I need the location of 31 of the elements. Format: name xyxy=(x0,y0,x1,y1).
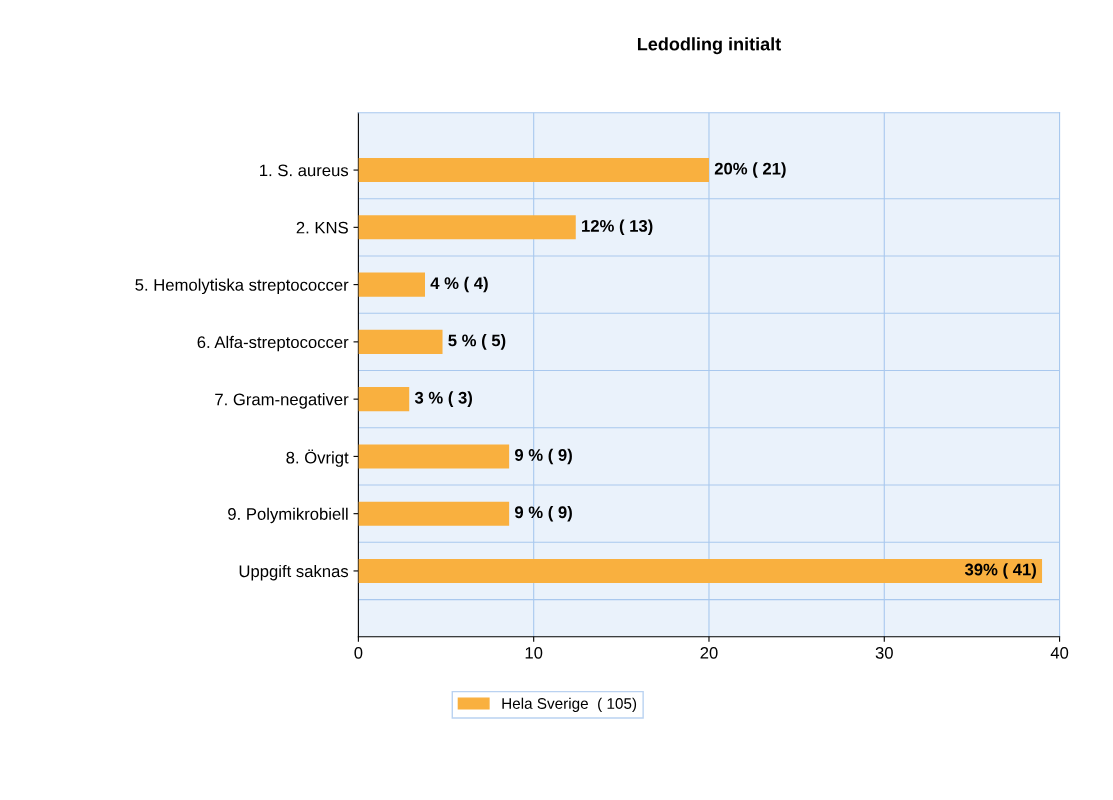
legend-label: Hela Sverige ( 105) xyxy=(502,697,637,712)
y-tick-label: 8. Övrigt xyxy=(286,449,349,467)
y-tick-label: 7. Gram-negativer xyxy=(215,393,349,409)
bar xyxy=(358,558,1043,583)
x-tick-label: 30 xyxy=(875,646,893,659)
bar xyxy=(358,272,425,297)
data-label: 4 % ( 4) xyxy=(430,276,488,293)
data-label: 3 % ( 3) xyxy=(414,391,472,407)
data-label: 39% ( 41) xyxy=(964,563,1036,579)
y-tick-label: Uppgift saknas xyxy=(239,564,349,581)
bar xyxy=(358,501,510,526)
data-label: 9 % ( 9) xyxy=(514,505,572,522)
bar xyxy=(358,215,576,240)
y-tick-label: 2. KNS xyxy=(296,221,348,234)
x-tick-label: 40 xyxy=(1050,646,1069,659)
y-tick-label: 5. Hemolytiska streptococcer xyxy=(135,278,349,295)
bar xyxy=(358,387,410,412)
x-tick-label: 0 xyxy=(354,646,363,659)
bar xyxy=(358,444,510,469)
y-tick-label: 6. Alfa-streptococcer xyxy=(197,335,349,352)
data-label: 5 % ( 5) xyxy=(448,334,506,350)
y-tick-label: 1. S. aureus xyxy=(260,164,349,177)
x-tick-label: 10 xyxy=(525,646,543,659)
bar xyxy=(358,329,443,354)
data-label: 20% ( 21) xyxy=(714,162,786,178)
data-label: 12% ( 13) xyxy=(582,219,653,236)
bar xyxy=(358,158,709,183)
y-tick-label: 9. Polymikrobiell xyxy=(228,507,348,524)
x-tick-label: 20 xyxy=(700,646,718,659)
chart-title: Ledodling initialt xyxy=(637,37,781,55)
data-label: 9 % ( 9) xyxy=(514,448,572,465)
